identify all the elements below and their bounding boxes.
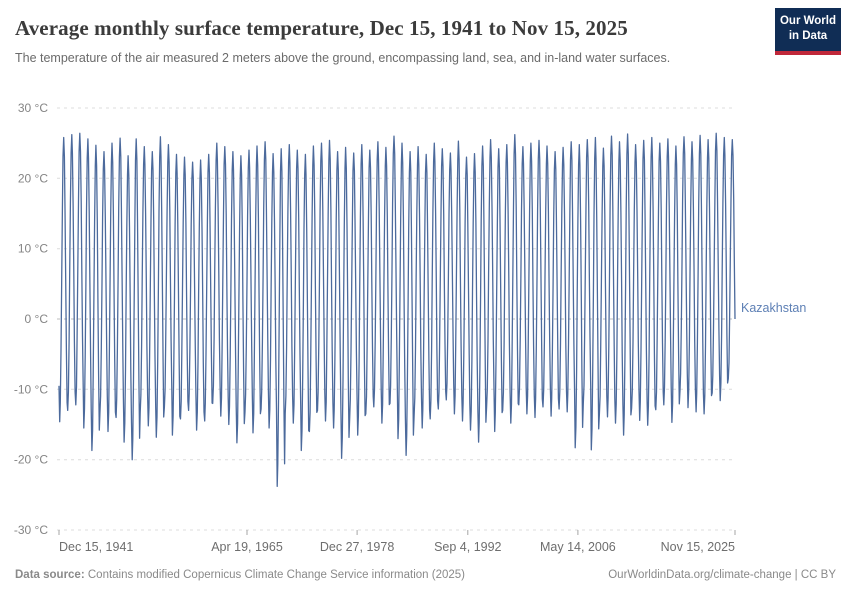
entity-label[interactable]: Kazakhstan: [741, 301, 806, 315]
x-tick-label: Nov 15, 2025: [661, 540, 735, 554]
y-tick-label: -10 °C: [14, 382, 48, 396]
owid-logo-line2: in Data: [788, 29, 828, 42]
owid-link-text: OurWorldinData.org/climate-change | CC B…: [608, 569, 836, 581]
y-tick-label: 0 °C: [25, 312, 49, 326]
x-tick-label: Dec 15, 1941: [59, 540, 133, 554]
data-source-label: Data source:: [15, 569, 85, 581]
x-tick-label: Dec 27, 1978: [320, 540, 394, 554]
x-tick-label: May 14, 2006: [540, 540, 616, 554]
temperature-line[interactable]: [58, 132, 736, 488]
y-tick-label: -20 °C: [14, 453, 48, 467]
owid-logo: Our World in Data: [775, 8, 841, 55]
chart-title: Average monthly surface temperature, Dec…: [15, 16, 628, 40]
data-source-text: Contains modified Copernicus Climate Cha…: [84, 569, 465, 581]
owid-logo-line1: Our World: [779, 15, 836, 27]
x-tick-label: Apr 19, 1965: [211, 540, 283, 554]
y-tick-label: 30 °C: [18, 101, 48, 115]
y-tick-label: 10 °C: [18, 242, 48, 256]
chart-footer: Data source: Contains modified Copernicu…: [15, 569, 836, 581]
owid-logo-red-bar: [775, 50, 841, 55]
data-source-note: Data source: Contains modified Copernicu…: [15, 569, 465, 581]
chart-subtitle: The temperature of the air measured 2 me…: [15, 51, 671, 65]
y-tick-label: 20 °C: [18, 171, 48, 185]
y-tick-label: -30 °C: [14, 523, 48, 537]
x-tick-label: Sep 4, 1992: [434, 540, 501, 554]
